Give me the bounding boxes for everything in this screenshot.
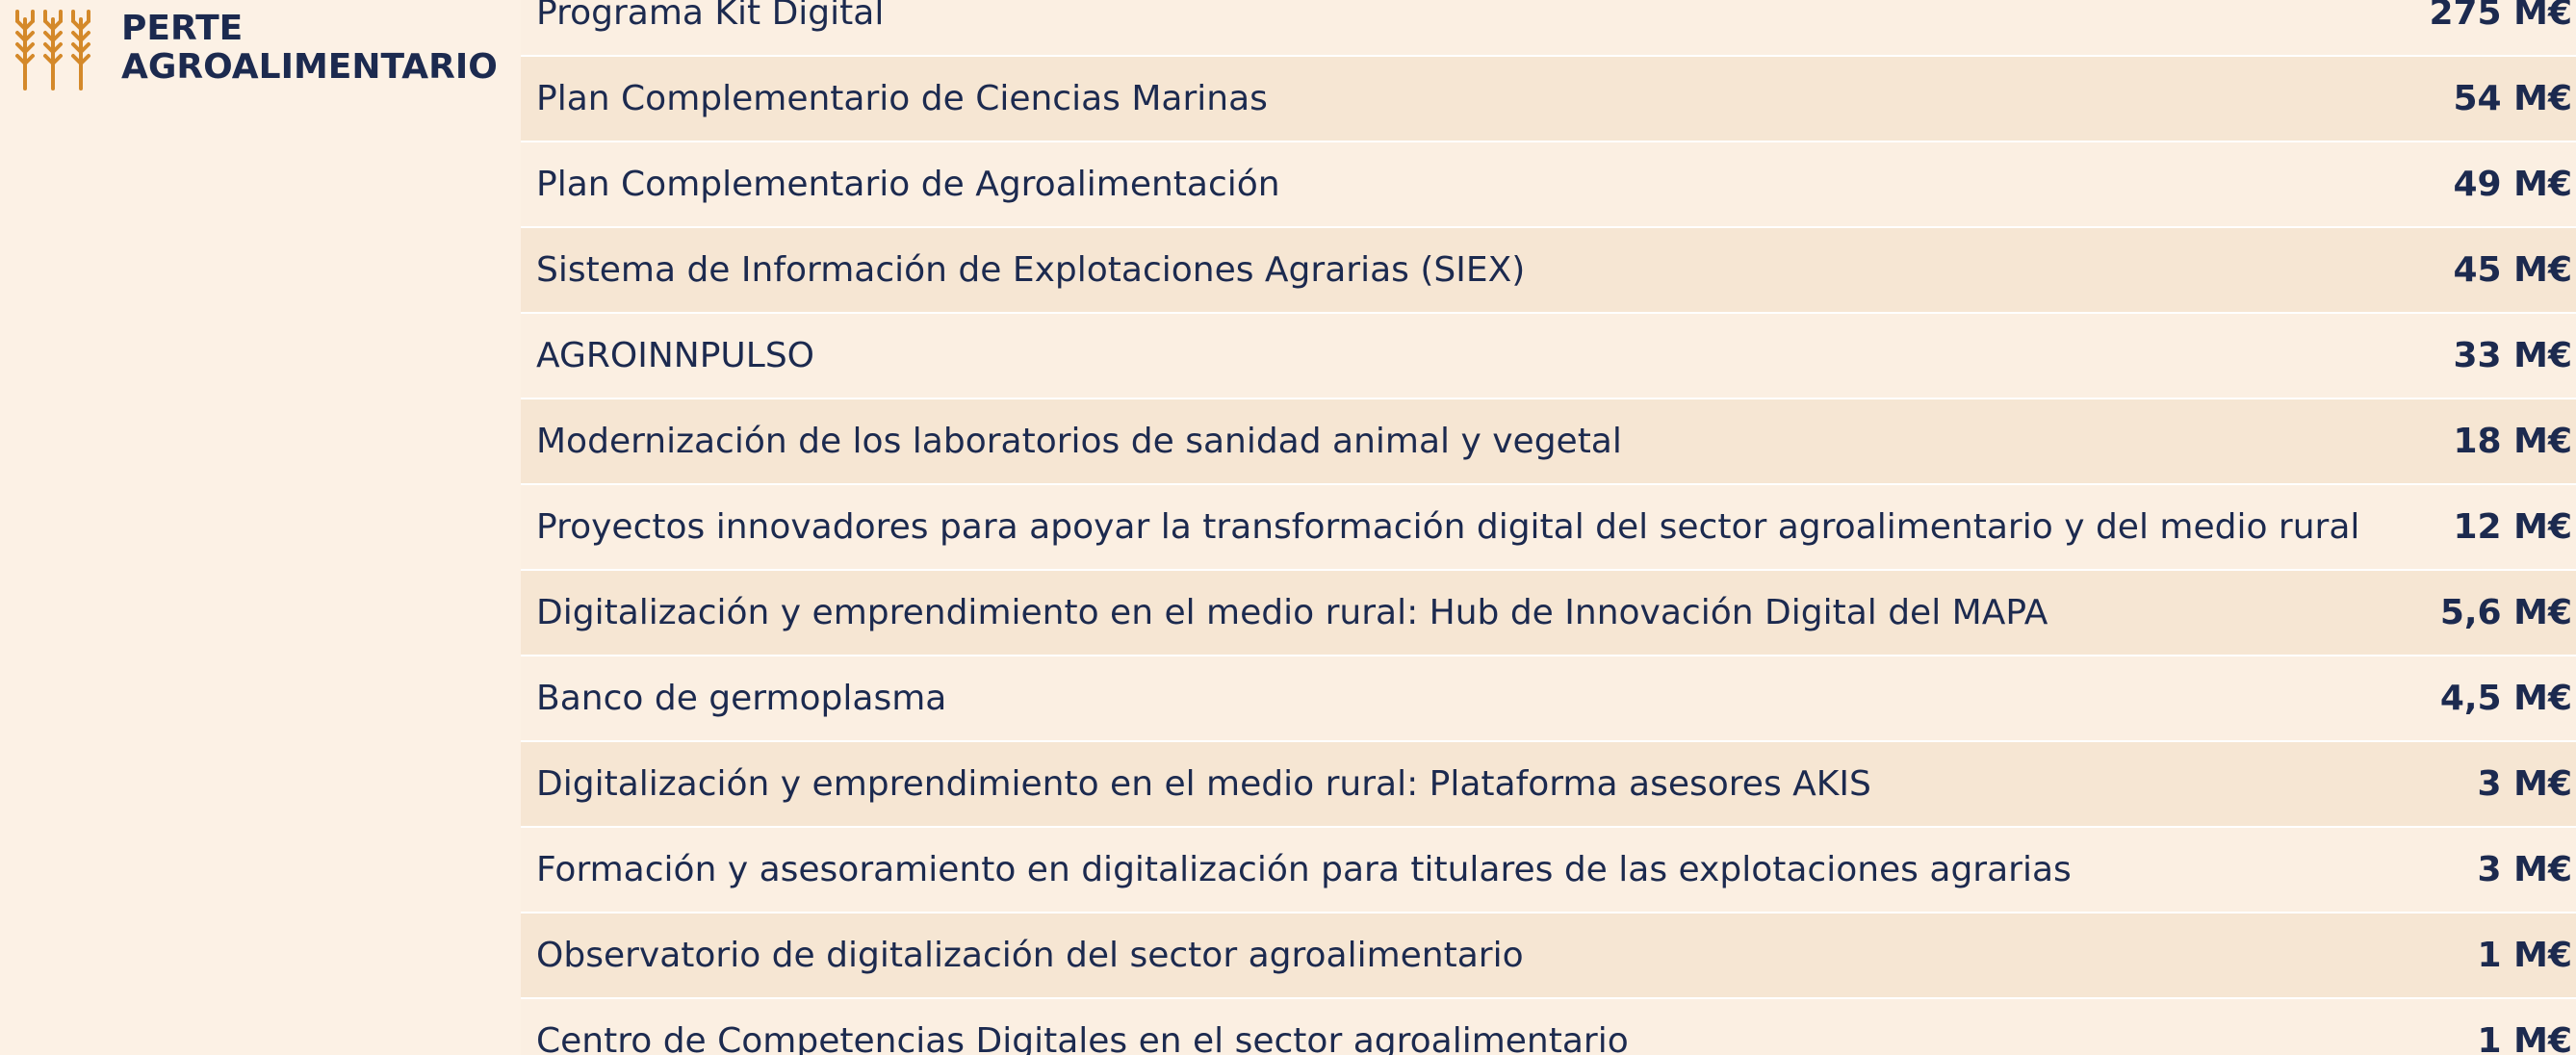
row-value: 45 M€ (2453, 250, 2572, 290)
row-label: Programa Kit Digital (536, 0, 885, 33)
table-row: Plan Complementario de Agroalimentación 4… (521, 142, 2576, 228)
table-row: Formación y asesoramiento en digitalizac… (521, 828, 2576, 913)
row-label: AGROINNPULSO (536, 336, 815, 375)
row-value: 49 M€ (2453, 165, 2572, 204)
row-label: Centro de Competencias Digitales en el s… (536, 1021, 1629, 1055)
row-value: 3 M€ (2477, 764, 2572, 804)
row-label: Proyectos innovadores para apoyar la tra… (536, 507, 2360, 547)
row-value: 18 M€ (2453, 422, 2572, 461)
table-row: Programa Kit Digital 275 M€ (521, 0, 2576, 57)
row-value: 3 M€ (2477, 850, 2572, 889)
row-label: Observatorio de digitalización del secto… (536, 936, 1524, 975)
row-value: 275 M€ (2429, 0, 2572, 33)
row-value: 33 M€ (2453, 336, 2572, 375)
title-line: AGROALIMENTARIO (121, 47, 498, 87)
row-value: 4,5 M€ (2439, 679, 2572, 718)
table-row: Modernización de los laboratorios de san… (521, 399, 2576, 485)
table-row: Digitalización y emprendimiento en el me… (521, 571, 2576, 656)
table-row: Observatorio de digitalización del secto… (521, 913, 2576, 999)
table-row: Digitalización y emprendimiento en el me… (521, 742, 2576, 828)
table-row: Banco de germoplasma 4,5 M€ (521, 656, 2576, 742)
row-label: Plan Complementario de Ciencias Marinas (536, 79, 1268, 118)
row-label: Modernización de los laboratorios de san… (536, 422, 1622, 461)
table-row: AGROINNPULSO 33 M€ (521, 314, 2576, 399)
table-row: Proyectos innovadores para apoyar la tra… (521, 485, 2576, 571)
row-label: Formación y asesoramiento en digitalizac… (536, 850, 2072, 889)
row-label: Sistema de Información de Explotaciones … (536, 250, 1526, 290)
row-value: 12 M€ (2453, 507, 2572, 547)
row-label: Digitalización y emprendimiento en el me… (536, 764, 1871, 804)
title-line: PERTE (121, 9, 244, 48)
row-label: Banco de germoplasma (536, 679, 947, 718)
wheat-icon (15, 10, 90, 90)
table-row: Plan Complementario de Ciencias Marinas 5… (521, 57, 2576, 142)
table-row: Centro de Competencias Digitales en el s… (521, 999, 2576, 1055)
row-value: 54 M€ (2453, 79, 2572, 118)
row-value: 1 M€ (2477, 936, 2572, 975)
row-value: 1 M€ (2477, 1021, 2572, 1055)
row-value: 5,6 M€ (2439, 593, 2572, 632)
table-row: Sistema de Información de Explotaciones … (521, 228, 2576, 314)
row-label: Plan Complementario de Agroalimentación (536, 165, 1280, 204)
row-label: Digitalización y emprendimiento en el me… (536, 593, 2048, 632)
